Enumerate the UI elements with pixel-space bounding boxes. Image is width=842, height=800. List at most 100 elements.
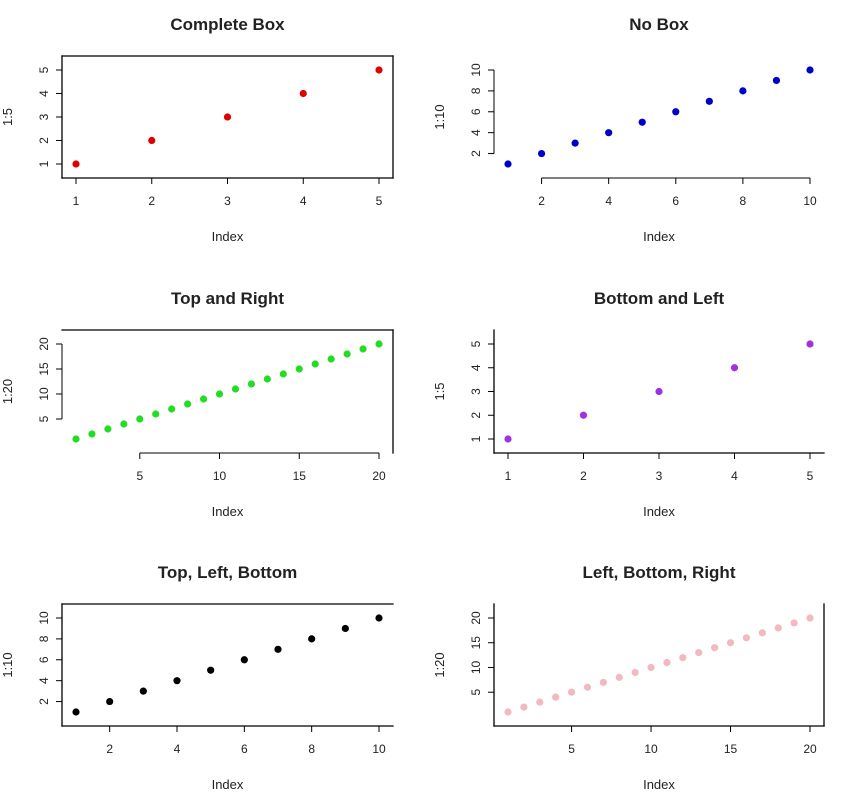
data-point xyxy=(375,614,383,622)
x-tick-label: 8 xyxy=(308,742,315,756)
x-tick-label: 1 xyxy=(73,194,80,208)
data-point xyxy=(739,87,747,95)
data-point xyxy=(375,340,383,348)
data-point xyxy=(567,688,576,696)
data-point xyxy=(504,708,512,716)
x-tick-label: 10 xyxy=(213,469,227,483)
data-point xyxy=(583,683,592,691)
x-tick-label: 6 xyxy=(241,742,248,756)
x-tick-label: 2 xyxy=(538,194,545,208)
y-tick-label: 10 xyxy=(37,611,51,625)
data-point xyxy=(711,644,719,652)
y-axis-label: 1:20 xyxy=(432,652,447,677)
data-point xyxy=(299,89,307,98)
x-tick-label: 15 xyxy=(724,742,738,756)
data-point xyxy=(343,350,351,358)
x-tick-label: 6 xyxy=(672,194,679,208)
y-axis-label: 1:5 xyxy=(0,108,15,126)
panel-title: Left, Bottom, Right xyxy=(583,563,736,582)
data-point xyxy=(552,693,560,701)
x-axis-label: Index xyxy=(643,229,675,244)
x-tick-label: 4 xyxy=(300,194,307,208)
data-point xyxy=(647,663,655,672)
data-point xyxy=(536,698,544,706)
x-tick-label: 3 xyxy=(224,194,231,208)
x-tick-label: 5 xyxy=(807,469,814,483)
data-point xyxy=(806,614,814,622)
y-tick-label: 3 xyxy=(469,388,483,395)
y-tick-label: 1 xyxy=(37,160,51,167)
data-point xyxy=(638,118,646,126)
data-point xyxy=(240,656,248,664)
data-point xyxy=(537,149,546,158)
data-point xyxy=(504,160,512,168)
data-point xyxy=(663,658,671,667)
data-point xyxy=(341,624,349,633)
x-tick-label: 2 xyxy=(148,194,155,208)
data-point xyxy=(274,645,282,653)
data-point xyxy=(311,360,319,368)
data-point xyxy=(615,673,623,681)
y-tick-label: 4 xyxy=(37,90,51,97)
x-tick-label: 5 xyxy=(568,742,575,756)
data-point xyxy=(106,697,114,706)
y-tick-label: 6 xyxy=(469,108,483,115)
x-tick-label: 2 xyxy=(580,469,587,483)
panel-title: Top, Left, Bottom xyxy=(158,563,297,582)
y-axis-label: 1:5 xyxy=(432,382,447,400)
data-point xyxy=(359,345,367,353)
scatter-panel-2: No Box Index 1:10 2 4 6 8 10 2 4 6 8 10 xyxy=(432,15,817,244)
y-tick-label: 8 xyxy=(37,635,51,642)
data-point xyxy=(247,380,256,388)
y-tick-label: 2 xyxy=(469,412,483,419)
data-point xyxy=(599,678,607,686)
x-tick-label: 15 xyxy=(293,469,307,483)
scatter-panel-3: Top and Right Index 1:20 5 10 15 20 5 10 15 20 xyxy=(0,289,394,519)
data-point xyxy=(199,395,208,403)
x-tick-label: 10 xyxy=(644,742,658,756)
data-point xyxy=(231,385,240,393)
y-tick-label: 10 xyxy=(469,63,483,77)
panel-title: Bottom and Left xyxy=(594,289,725,308)
y-tick-label: 20 xyxy=(469,611,483,625)
data-point xyxy=(631,668,639,677)
y-tick-label: 2 xyxy=(37,137,51,144)
data-point xyxy=(104,425,112,433)
data-point xyxy=(327,355,335,363)
y-tick-label: 20 xyxy=(37,337,51,351)
y-axis-label: 1:10 xyxy=(0,652,15,677)
x-tick-label: 20 xyxy=(803,742,817,756)
y-axis-label: 1:20 xyxy=(0,379,15,404)
x-tick-label: 5 xyxy=(136,469,143,483)
data-point xyxy=(705,97,713,105)
x-axis-label: Index xyxy=(643,777,675,792)
data-point xyxy=(215,390,224,398)
data-point xyxy=(742,634,751,642)
y-tick-label: 1 xyxy=(469,435,483,442)
x-tick-label: 8 xyxy=(740,194,747,208)
scatter-panel-1: Complete Box Index 1:5 1 2 3 4 5 1 2 3 4 5 xyxy=(0,15,394,244)
data-point xyxy=(730,364,739,372)
data-point xyxy=(173,677,181,685)
data-point xyxy=(758,629,766,637)
x-tick-label: 20 xyxy=(372,469,386,483)
data-point xyxy=(579,411,588,419)
y-tick-label: 10 xyxy=(37,387,51,401)
data-point xyxy=(375,66,383,74)
x-tick-label: 3 xyxy=(656,469,663,483)
y-tick-label: 5 xyxy=(469,340,483,347)
x-axis-label: Index xyxy=(212,229,244,244)
y-tick-label: 4 xyxy=(37,677,51,684)
data-point xyxy=(120,420,128,428)
data-point xyxy=(790,619,798,627)
x-axis-label: Index xyxy=(212,777,244,792)
scatter-panel-6: Left, Bottom, Right Index 1:20 5 10 15 20 5 10 15… xyxy=(432,563,825,792)
panel-title: No Box xyxy=(629,15,689,34)
data-point xyxy=(88,430,96,438)
data-point xyxy=(504,435,512,443)
data-point xyxy=(72,708,80,716)
y-tick-label: 3 xyxy=(37,113,51,120)
y-tick-label: 6 xyxy=(37,656,51,663)
y-tick-label: 2 xyxy=(37,698,51,705)
x-tick-label: 4 xyxy=(605,194,612,208)
